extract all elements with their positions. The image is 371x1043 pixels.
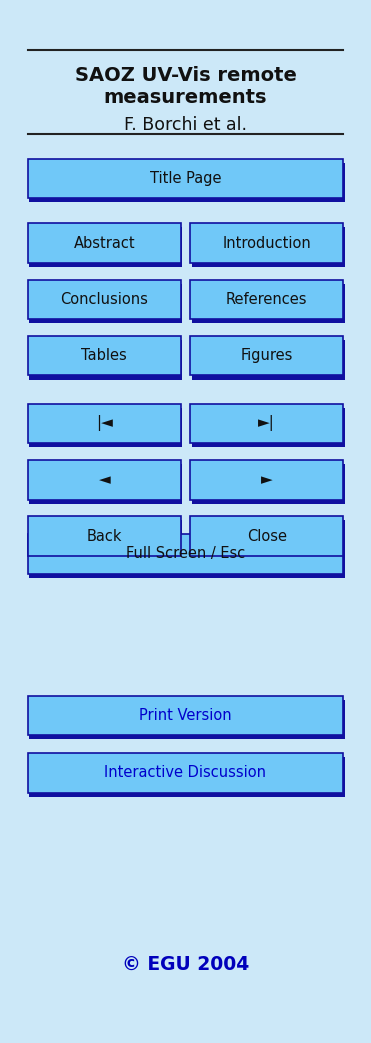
Text: Figures: Figures	[240, 348, 293, 363]
FancyBboxPatch shape	[28, 159, 343, 198]
Text: F. Borchi et al.: F. Borchi et al.	[124, 116, 247, 135]
FancyBboxPatch shape	[28, 516, 181, 556]
FancyBboxPatch shape	[192, 464, 345, 504]
Text: Title Page: Title Page	[150, 171, 221, 186]
Text: Back: Back	[86, 529, 122, 543]
FancyBboxPatch shape	[29, 538, 345, 578]
FancyBboxPatch shape	[29, 227, 183, 267]
Text: © EGU 2004: © EGU 2004	[122, 955, 249, 974]
FancyBboxPatch shape	[28, 753, 343, 793]
FancyBboxPatch shape	[192, 284, 345, 323]
FancyBboxPatch shape	[29, 340, 183, 380]
Text: Abstract: Abstract	[73, 236, 135, 250]
Text: Interactive Discussion: Interactive Discussion	[105, 766, 266, 780]
Text: SAOZ UV-Vis remote
measurements: SAOZ UV-Vis remote measurements	[75, 66, 296, 107]
Text: Close: Close	[247, 529, 287, 543]
Text: References: References	[226, 292, 308, 307]
FancyBboxPatch shape	[28, 223, 181, 263]
FancyBboxPatch shape	[190, 460, 343, 500]
Text: Conclusions: Conclusions	[60, 292, 148, 307]
Text: ►: ►	[261, 472, 273, 487]
Text: |◄: |◄	[96, 415, 113, 432]
FancyBboxPatch shape	[29, 408, 183, 447]
FancyBboxPatch shape	[29, 520, 183, 560]
FancyBboxPatch shape	[28, 696, 343, 735]
FancyBboxPatch shape	[192, 408, 345, 447]
FancyBboxPatch shape	[190, 404, 343, 443]
FancyBboxPatch shape	[192, 227, 345, 267]
FancyBboxPatch shape	[192, 340, 345, 380]
FancyBboxPatch shape	[29, 284, 183, 323]
FancyBboxPatch shape	[29, 700, 345, 739]
Text: Print Version: Print Version	[139, 708, 232, 723]
FancyBboxPatch shape	[29, 757, 345, 797]
FancyBboxPatch shape	[190, 280, 343, 319]
Text: Introduction: Introduction	[222, 236, 311, 250]
Text: ►|: ►|	[258, 415, 275, 432]
Text: Tables: Tables	[82, 348, 127, 363]
FancyBboxPatch shape	[28, 404, 181, 443]
FancyBboxPatch shape	[29, 464, 183, 504]
FancyBboxPatch shape	[192, 520, 345, 560]
Text: Full Screen / Esc: Full Screen / Esc	[126, 547, 245, 561]
FancyBboxPatch shape	[28, 280, 181, 319]
FancyBboxPatch shape	[28, 534, 343, 574]
FancyBboxPatch shape	[190, 336, 343, 375]
FancyBboxPatch shape	[190, 516, 343, 556]
FancyBboxPatch shape	[28, 460, 181, 500]
FancyBboxPatch shape	[190, 223, 343, 263]
FancyBboxPatch shape	[28, 336, 181, 375]
Text: ◄: ◄	[98, 472, 110, 487]
FancyBboxPatch shape	[29, 163, 345, 202]
